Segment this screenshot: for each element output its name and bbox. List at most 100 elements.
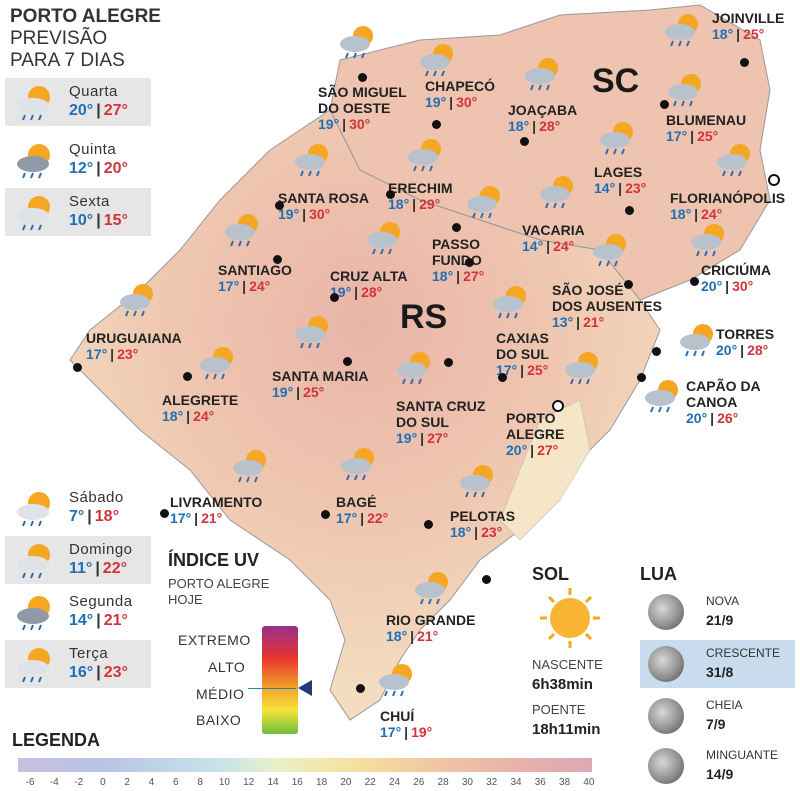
weather-icon	[680, 324, 713, 357]
city-label: CRUZ ALTA 19° | 28°	[330, 268, 408, 300]
weather-icon	[493, 286, 526, 319]
weather-icon	[379, 664, 412, 697]
uv-level-alto: ALTO	[208, 659, 246, 675]
day-name: Sábado	[69, 489, 124, 506]
weather-icon	[200, 347, 233, 380]
uv-indicator-arrow	[298, 680, 312, 696]
weather-icon	[717, 144, 750, 177]
city-label: CHAPECÓ 19° | 30°	[425, 78, 495, 110]
weather-icon	[460, 465, 493, 498]
weather-icon	[540, 176, 573, 209]
moon-phase-icon	[648, 646, 684, 682]
city-temps: 17° | 22°	[336, 510, 389, 526]
city-marker	[358, 73, 367, 82]
city-marker	[482, 575, 491, 584]
uv-city: PORTO ALEGRE	[168, 576, 270, 591]
state-label-rs: RS	[400, 298, 448, 336]
city-label: SANTIAGO 17° | 24°	[218, 262, 292, 294]
uv-level-medio: MÉDIO	[196, 686, 245, 702]
city-name: SANTA MARIA	[272, 368, 369, 384]
city-marker	[452, 223, 461, 232]
city-temps: 19° | 27°	[396, 430, 449, 446]
city-marker	[690, 277, 699, 286]
moon-phase-3: MINGUANTE 14/9	[640, 742, 795, 790]
city-marker	[386, 190, 395, 199]
capital-marker	[768, 174, 780, 186]
city-name: JOAÇABA	[508, 102, 578, 118]
city-name: LIVRAMENTO	[170, 494, 263, 510]
uv-level-baixo: BAIXO	[196, 712, 242, 728]
forecast-day-1: Quinta 12° | 20°	[5, 136, 151, 184]
city-name: ERECHIM	[388, 180, 453, 196]
uv-scale-bar	[262, 626, 298, 734]
city-label: LIVRAMENTO 17° | 21°	[170, 494, 262, 526]
forecast-day-5: Segunda 14° | 21°	[5, 588, 151, 636]
legend-tick: 0	[100, 777, 106, 788]
legend-tick: 30	[461, 777, 473, 788]
sunrise-label: NASCENTE	[532, 657, 603, 672]
city-marker	[275, 201, 284, 210]
legend-tick: 16	[291, 777, 303, 788]
legend-tick: 18	[316, 777, 328, 788]
legend-tick: 32	[486, 777, 498, 788]
city-name: BLUMENAU	[666, 112, 747, 128]
city-temps: 18° | 27°	[432, 268, 485, 284]
city-temps: 17° | 19°	[380, 724, 433, 740]
weather-icon	[295, 316, 328, 349]
city-name: CRICIÚMA	[701, 262, 771, 278]
city-name: CAPÃO DA CANOA	[686, 378, 761, 410]
city-temps: 18° | 29°	[388, 196, 441, 212]
city-name: SANTA ROSA	[278, 190, 369, 206]
city-temps: 18° | 21°	[386, 628, 439, 644]
forecast-day-4: Domingo 11° | 22°	[5, 536, 151, 584]
cloud-rain-icon	[17, 596, 50, 631]
city-label: SANTA CRUZ DO SUL 19° | 27°	[396, 398, 485, 446]
day-name: Domingo	[69, 541, 133, 558]
day-temps: 16° | 23°	[69, 664, 128, 681]
page-title: PORTO ALEGRE	[10, 6, 161, 27]
uv-day: HOJE	[168, 592, 203, 607]
city-label: BLUMENAU 17° | 25°	[666, 112, 746, 144]
weather-icon	[397, 352, 430, 385]
moon-phase-2: CHEIA 7/9	[640, 692, 795, 740]
storm-cloud-icon	[17, 144, 50, 179]
weather-icon	[665, 14, 698, 47]
forecast-day-0: Quarta 20° | 27°	[5, 78, 151, 126]
city-label: TORRES 20° | 28°	[716, 326, 774, 358]
city-label: JOINVILLE 18° | 25°	[712, 10, 784, 42]
city-marker	[740, 58, 749, 67]
uv-indicator-line	[248, 688, 296, 689]
weather-icon	[367, 222, 400, 255]
city-temps: 18° | 24°	[162, 408, 215, 424]
city-name: FLORIANÓPOLIS	[670, 190, 786, 206]
moon-phase-date: 14/9	[706, 766, 734, 782]
city-name: SÃO MIGUEL DO OESTE	[318, 84, 407, 116]
city-name: JOINVILLE	[712, 10, 785, 26]
moon-title: LUA	[640, 564, 677, 584]
city-label: URUGUAIANA 17° | 23°	[86, 330, 182, 362]
city-label: SANTA ROSA 19° | 30°	[278, 190, 369, 222]
weather-icon	[645, 380, 678, 413]
legend-tick: 14	[267, 777, 279, 788]
page-subtitle: PREVISÃO	[10, 28, 108, 49]
weather-icon	[525, 58, 558, 91]
city-marker	[444, 358, 453, 367]
sun-cloud-icon	[17, 492, 50, 527]
weather-icon	[668, 74, 701, 107]
day-name: Sexta	[69, 193, 110, 210]
weather-icon	[420, 44, 453, 77]
city-temps: 19° | 28°	[330, 284, 383, 300]
weather-icon	[295, 144, 328, 177]
city-label: CAPÃO DA CANOA 20° | 26°	[686, 378, 761, 426]
weather-icon	[691, 224, 724, 257]
weather-icon	[408, 139, 441, 172]
city-marker	[73, 363, 82, 372]
city-temps: 19° | 30°	[425, 94, 478, 110]
moon-phase-icon	[648, 698, 684, 734]
page-subtitle-period: PARA 7 DIAS	[10, 50, 125, 71]
capital-marker	[552, 400, 564, 412]
city-label: VACARIA 14° | 24°	[522, 222, 585, 254]
day-name: Terça	[69, 645, 109, 662]
city-temps: 18° | 28°	[508, 118, 561, 134]
